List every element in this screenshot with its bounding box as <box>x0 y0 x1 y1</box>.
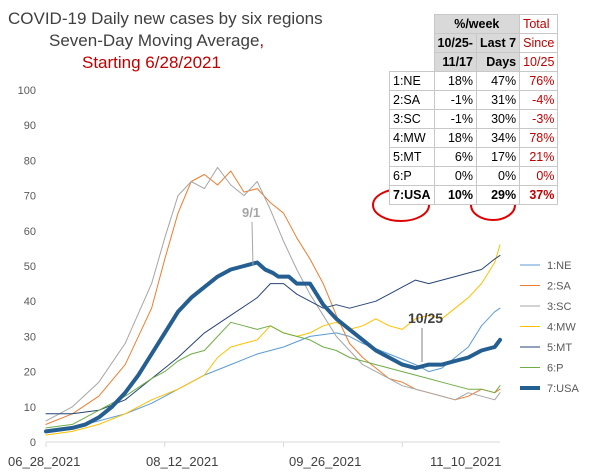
x-tick-label: 09_26_2021 <box>289 454 361 469</box>
y-tick-label: 100 <box>18 85 36 97</box>
table-cell-total-since: -3% <box>519 109 559 129</box>
table-cell-pct-range: 18% <box>433 128 477 148</box>
y-axis-labels: 0 10 20 30 40 50 60 70 80 90 100 <box>18 85 36 449</box>
y-tick-label: 90 <box>24 120 36 132</box>
chart-title-line2-text: Seven-Day Moving Average <box>49 31 260 50</box>
table-cell-last7: 31% <box>475 90 521 110</box>
y-tick-label: 60 <box>24 226 36 238</box>
table-header-last7: Last 7 <box>475 33 521 53</box>
table-header-row-2: 10/25- Last 7 Since <box>390 33 559 53</box>
table-row-label: 7:USA <box>389 185 435 205</box>
table-row: 3:SC -1% 30% -3% <box>389 109 559 129</box>
x-tick-label: 08_12_2021 <box>146 454 218 469</box>
table-row: 7:USA 10% 29% 37% <box>389 185 559 205</box>
table-cell-pct-range: 10% <box>433 185 477 205</box>
x-tick-label: 11_10_2021 <box>430 454 501 469</box>
y-tick-label: 40 <box>24 296 36 308</box>
annotation-9-1-leader <box>251 221 254 267</box>
table-cell-total-since: 0% <box>519 166 559 186</box>
y-tick-label: 50 <box>24 261 36 273</box>
table-row-label: 5:MT <box>389 147 435 167</box>
table-cell-last7: 29% <box>475 185 521 205</box>
legend: 1:NE 2:SA 3:SC 4:MW 5:MT 6:P 7:USA <box>520 260 579 395</box>
table-header-range-start: 10/25- <box>433 33 477 53</box>
table-cell-total-since: 37% <box>519 185 559 205</box>
chart-title-line1: COVID-19 Daily new cases by six regions <box>8 9 323 28</box>
table-row: 5:MT 6% 17% 21% <box>389 147 559 167</box>
x-axis-labels: 06_28_2021 08_12_2021 09_26_2021 11_10_2021 <box>8 454 501 469</box>
legend-label: 2:SA <box>547 281 572 293</box>
table-corner <box>390 15 435 34</box>
annotation-9-1: 9/1 <box>242 205 260 220</box>
table-cell-total-since: 21% <box>519 147 559 167</box>
y-tick-label: 70 <box>24 191 36 203</box>
series-line-2-sa <box>45 170 501 425</box>
table-cell-pct-range: 6% <box>433 147 477 167</box>
table-cell-last7: 17% <box>475 147 521 167</box>
series-lines <box>44 166 502 436</box>
table-header-row-1: %/week Total <box>390 14 559 34</box>
table-row-label: 2:SA <box>389 90 435 110</box>
table-cell-pct-range: 18% <box>433 71 477 91</box>
table-cell-last7: 47% <box>475 71 521 91</box>
table-cell-total-since: 78% <box>519 128 559 148</box>
legend-label: 7:USA <box>547 383 579 395</box>
legend-label: 1:NE <box>547 260 571 272</box>
table-header-total: Total <box>519 14 559 34</box>
table-row-label: 6:P <box>389 166 435 186</box>
x-tick-label: 06_28_2021 <box>8 454 80 469</box>
series-line-1-ne <box>45 307 501 432</box>
annotation-10-25: 10/25 <box>408 310 443 326</box>
series-line-5-mt <box>45 254 501 415</box>
table-cell-pct-range: -1% <box>433 90 477 110</box>
table-corner <box>390 53 435 72</box>
y-tick-label: 80 <box>24 155 36 167</box>
table-row-label: 1:NE <box>389 71 435 91</box>
chart-title-line2: Seven-Day Moving Average, <box>49 31 264 51</box>
table-cell-pct-range: -1% <box>433 109 477 129</box>
legend-label: 3:SC <box>547 301 572 313</box>
y-tick-label: 20 <box>24 367 36 379</box>
series-line-3-sc <box>45 166 501 422</box>
series-line-6-p <box>45 321 501 429</box>
series-line-7-usa <box>44 260 502 434</box>
table-header-range-end: 11/17 <box>433 52 477 72</box>
y-tick-label: 10 <box>24 402 36 414</box>
table-header-row-3: 11/17 Days 10/25 <box>390 52 559 72</box>
summary-table: %/week Total 10/25- Last 7 Since 11/17 D… <box>389 14 559 205</box>
table-cell-last7: 0% <box>475 166 521 186</box>
y-tick-label: 0 <box>30 437 36 449</box>
table-header-pct-week: %/week <box>433 14 521 34</box>
series-line-4-mw <box>45 244 501 436</box>
table-cell-pct-range: 0% <box>433 166 477 186</box>
table-cell-last7: 30% <box>475 109 521 129</box>
table-row: 4:MW 18% 34% 78% <box>389 128 559 148</box>
table-row: 6:P 0% 0% 0% <box>389 166 559 186</box>
legend-label: 5:MT <box>547 342 572 354</box>
table-row: 2:SA -1% 31% -4% <box>389 90 559 110</box>
legend-label: 4:MW <box>547 322 576 334</box>
chart-title-line2-comma: , <box>259 31 265 50</box>
legend-label: 6:P <box>547 363 564 375</box>
table-cell-total-since: -4% <box>519 90 559 110</box>
table-body: 1:NE 18% 47% 76% 2:SA -1% 31% -4% 3:SC -1% 30% -3% 4… <box>389 71 559 205</box>
y-tick-label: 30 <box>24 331 36 343</box>
table-row-label: 3:SC <box>389 109 435 129</box>
table-corner <box>390 34 435 53</box>
table-header-since: Since <box>519 33 559 53</box>
table-row-label: 4:MW <box>389 128 435 148</box>
table-cell-total-since: 76% <box>519 71 559 91</box>
chart-title-line3: Starting 6/28/2021 <box>82 53 221 72</box>
table-row: 1:NE 18% 47% 76% <box>389 71 559 91</box>
x-axis-ticks <box>45 442 403 447</box>
table-header-since-date: 10/25 <box>519 52 559 72</box>
table-header-days: Days <box>475 52 521 72</box>
table-cell-last7: 34% <box>475 128 521 148</box>
